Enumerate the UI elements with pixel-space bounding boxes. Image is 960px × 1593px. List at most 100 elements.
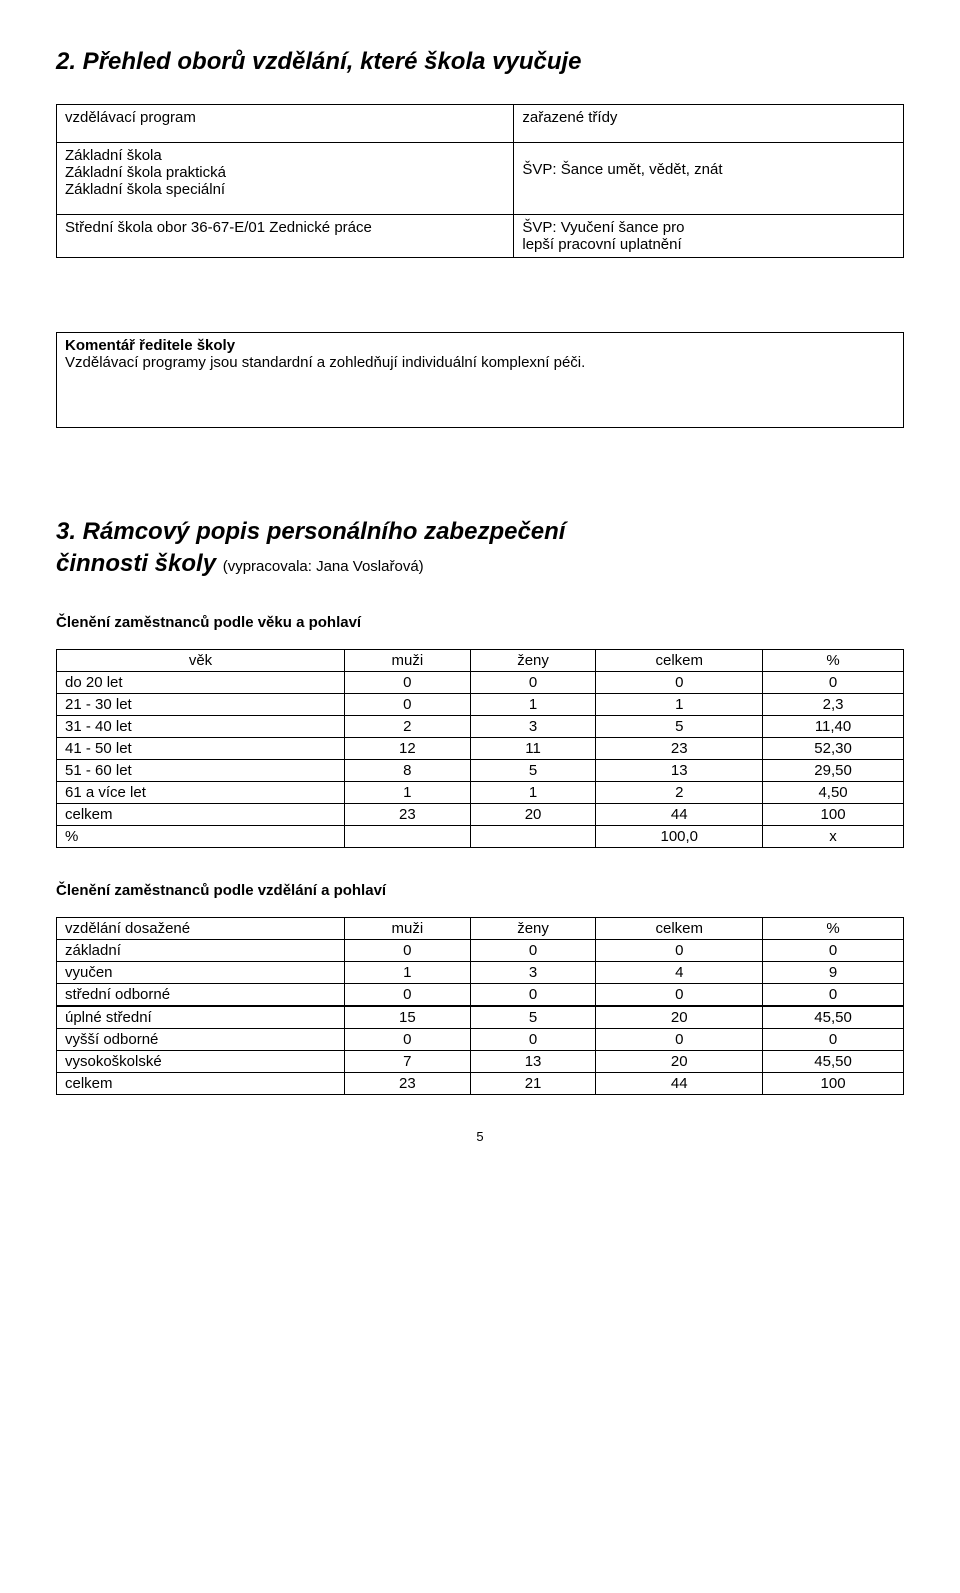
table-header-row: věk muži ženy celkem %	[57, 650, 904, 672]
table-row: 51 - 60 let851329,50	[57, 760, 904, 782]
cell: 0	[470, 940, 596, 962]
cell: 0	[596, 984, 763, 1007]
cell: 1	[596, 694, 763, 716]
table-row: 41 - 50 let12112352,30	[57, 738, 904, 760]
cell: 44	[596, 1073, 763, 1095]
cell: 41 - 50 let	[57, 738, 345, 760]
cell: 7	[344, 1051, 470, 1073]
table-row: vyučen1349	[57, 962, 904, 984]
cell: 12	[344, 738, 470, 760]
table-row: celkem232044100	[57, 804, 904, 826]
program-row-2-left: Střední škola obor 36-67-E/01 Zednické p…	[57, 215, 514, 258]
cell: 13	[470, 1051, 596, 1073]
cell: 3	[470, 716, 596, 738]
text: Základní škola praktická	[65, 164, 226, 181]
table-a-title: Členění zaměstnanců podle věku a pohlaví	[56, 614, 904, 631]
cell: 100	[763, 1073, 904, 1095]
section-2-title: 2. Přehled oborů vzdělání, které škola v…	[56, 48, 904, 76]
cell: 0	[344, 672, 470, 694]
col-header: %	[763, 650, 904, 672]
cell: 5	[470, 760, 596, 782]
cell: 100	[763, 804, 904, 826]
cell: 1	[344, 782, 470, 804]
cell: 51 - 60 let	[57, 760, 345, 782]
cell: 52,30	[763, 738, 904, 760]
cell: 5	[470, 1006, 596, 1029]
table-row: do 20 let0000	[57, 672, 904, 694]
table-b-title: Členění zaměstnanců podle vzdělání a poh…	[56, 882, 904, 899]
col-header: muži	[344, 650, 470, 672]
cell: 2	[596, 782, 763, 804]
cell: 23	[344, 804, 470, 826]
cell: 23	[596, 738, 763, 760]
table-row: vysokoškolské7132045,50	[57, 1051, 904, 1073]
cell: 44	[596, 804, 763, 826]
cell: vyšší odborné	[57, 1029, 345, 1051]
author-paren: (vypracovala: Jana Voslařová)	[223, 558, 424, 575]
cell: 3	[470, 962, 596, 984]
cell: střední odborné	[57, 984, 345, 1007]
col-header: věk	[57, 650, 345, 672]
cell: 1	[470, 694, 596, 716]
cell	[470, 826, 596, 848]
cell: 20	[470, 804, 596, 826]
cell: úplné střední	[57, 1006, 345, 1029]
text: činnosti školy	[56, 550, 216, 577]
cell: vyučen	[57, 962, 345, 984]
cell: 0	[596, 940, 763, 962]
cell: 0	[470, 672, 596, 694]
cell: x	[763, 826, 904, 848]
cell: 11,40	[763, 716, 904, 738]
education-gender-table: vzdělání dosažené muži ženy celkem % zák…	[56, 917, 904, 1095]
text: ŠVP: Vyučení šance pro	[522, 219, 684, 236]
col-header: ženy	[470, 918, 596, 940]
cell: celkem	[57, 1073, 345, 1095]
director-comment-box: Komentář ředitele školy Vzdělávací progr…	[56, 332, 904, 428]
cell: 0	[470, 984, 596, 1007]
table-row: 31 - 40 let23511,40	[57, 716, 904, 738]
cell: 21 - 30 let	[57, 694, 345, 716]
cell: 45,50	[763, 1006, 904, 1029]
col-header: ženy	[470, 650, 596, 672]
cell: vysokoškolské	[57, 1051, 345, 1073]
cell: %	[57, 826, 345, 848]
section-3-title: 3. Rámcový popis personálního zabezpečen…	[56, 518, 904, 546]
cell: 5	[596, 716, 763, 738]
cell: 4	[596, 962, 763, 984]
text: Základní škola speciální	[65, 181, 225, 198]
cell: 9	[763, 962, 904, 984]
cell: 1	[344, 962, 470, 984]
program-header-right: zařazené třídy	[514, 105, 904, 143]
program-row-1-right: ŠVP: Šance umět, vědět, znát	[514, 143, 904, 215]
cell: 0	[344, 940, 470, 962]
cell: 21	[470, 1073, 596, 1095]
cell: 20	[596, 1051, 763, 1073]
cell: 100,0	[596, 826, 763, 848]
cell: 0	[763, 984, 904, 1007]
program-row-2-right: ŠVP: Vyučení šance pro lepší pracovní up…	[514, 215, 904, 258]
cell	[344, 826, 470, 848]
page-number: 5	[56, 1129, 904, 1144]
table-row: úplné střední1552045,50	[57, 1006, 904, 1029]
program-table: vzdělávací program zařazené třídy Základ…	[56, 104, 904, 258]
text: ŠVP: Šance umět, vědět, znát	[522, 161, 722, 178]
cell: 13	[596, 760, 763, 782]
comment-heading: Komentář ředitele školy	[65, 337, 235, 354]
cell: základní	[57, 940, 345, 962]
cell: 8	[344, 760, 470, 782]
cell: 0	[344, 694, 470, 716]
cell: 0	[596, 672, 763, 694]
table-row: celkem232144100	[57, 1073, 904, 1095]
cell: 0	[596, 1029, 763, 1051]
cell: 1	[470, 782, 596, 804]
cell: 2	[344, 716, 470, 738]
table-row: střední odborné0000	[57, 984, 904, 1007]
text: lepší pracovní uplatnění	[522, 236, 681, 253]
cell: 11	[470, 738, 596, 760]
text: Základní škola	[65, 147, 162, 164]
col-header: celkem	[596, 650, 763, 672]
table-row: 61 a více let1124,50	[57, 782, 904, 804]
col-header: muži	[344, 918, 470, 940]
age-gender-table: věk muži ženy celkem % do 20 let0000 21 …	[56, 649, 904, 848]
cell: 0	[470, 1029, 596, 1051]
